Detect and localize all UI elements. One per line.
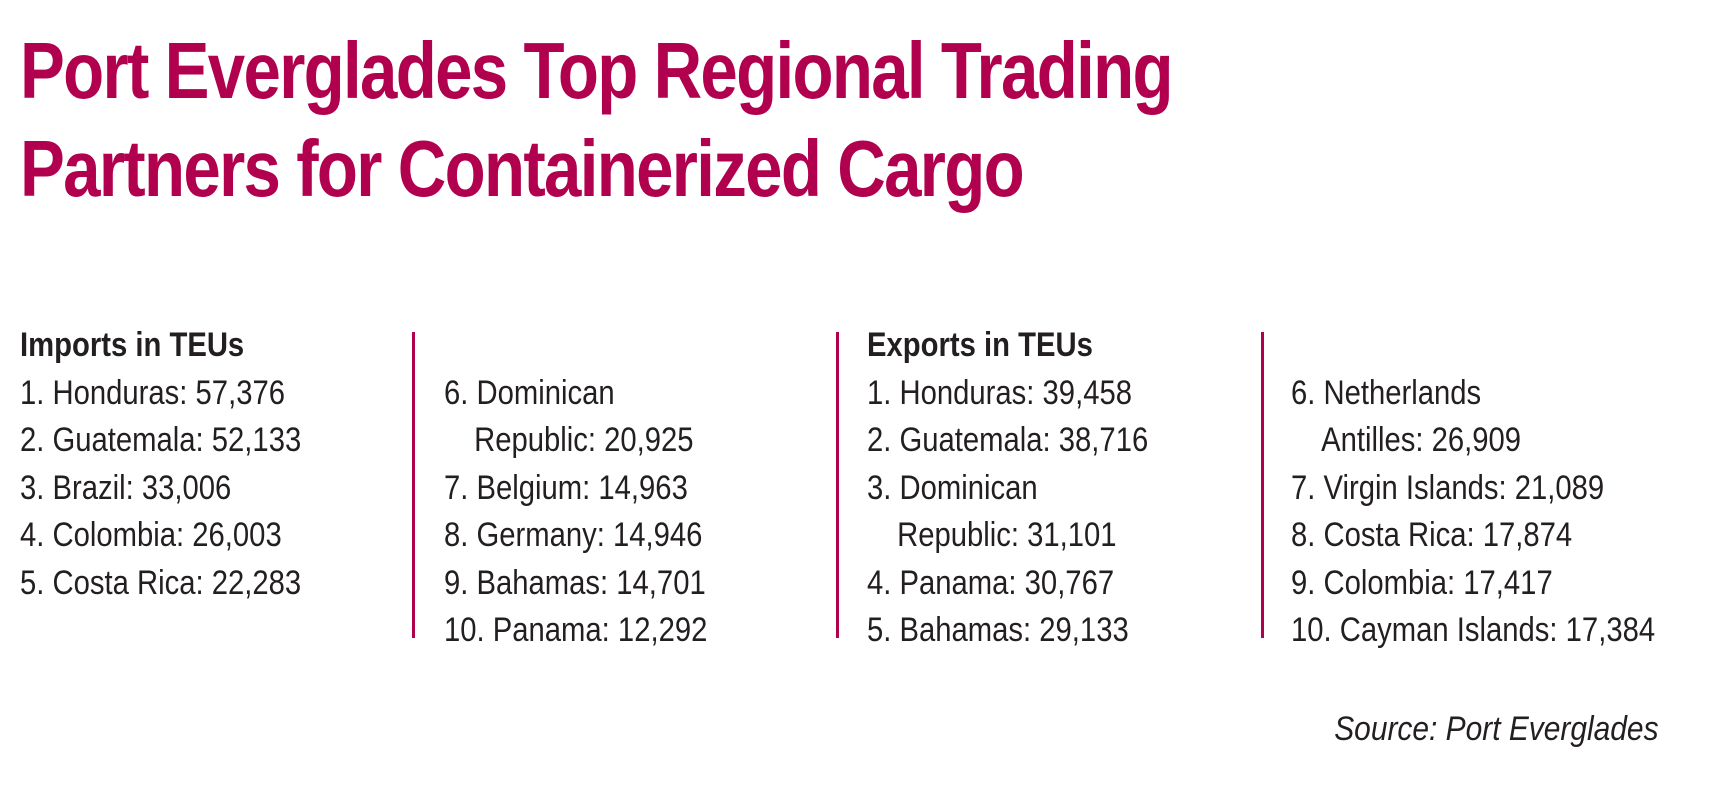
list-item: 10. Panama: 12,292 — [444, 611, 708, 649]
list-item: 1. Honduras: 57,376 — [20, 373, 285, 412]
list-item: 5. Bahamas: 29,133 — [867, 611, 1129, 649]
list-item: 1. Honduras: 39,458 — [867, 373, 1132, 412]
list-item: 3. Brazil: 33,006 — [20, 468, 232, 507]
exports-heading: Exports in TEUs — [867, 326, 1093, 364]
title-line-1: Port Everglades Top Regional Trading — [20, 26, 1173, 115]
list-item: 7. Belgium: 14,963 — [444, 468, 688, 507]
list-item-continued: Republic: 20,925 — [474, 421, 694, 459]
list-item: 8. Germany: 14,946 — [444, 516, 703, 554]
list-item: 3. Dominican — [867, 468, 1038, 507]
exports-column-2: 6. Netherlands Antilles: 26,909 7. Virgi… — [1291, 322, 1714, 655]
column-divider — [836, 332, 839, 638]
page-title: Port Everglades Top Regional Trading Par… — [20, 22, 1173, 218]
list-item: 10. Cayman Islands: 17,384 — [1291, 611, 1656, 649]
list-item: 4. Panama: 30,767 — [867, 563, 1115, 602]
list-item-continued: Republic: 31,101 — [897, 516, 1117, 554]
title-line-2: Partners for Containerized Cargo — [20, 124, 1025, 213]
list-item: 2. Guatemala: 52,133 — [20, 421, 302, 459]
list-item: 6. Netherlands — [1291, 373, 1482, 412]
list-item: 8. Costa Rica: 17,874 — [1291, 516, 1573, 554]
list-item: 2. Guatemala: 38,716 — [867, 421, 1149, 459]
column-divider — [1261, 332, 1264, 638]
column-divider — [412, 332, 415, 638]
list-item: 9. Bahamas: 14,701 — [444, 563, 706, 602]
list-item: 6. Dominican — [444, 373, 615, 412]
list-item: 7. Virgin Islands: 21,089 — [1291, 468, 1605, 507]
list-item-continued: Antilles: 26,909 — [1321, 421, 1522, 459]
source-credit: Source: Port Everglades — [1334, 710, 1659, 748]
imports-column-1: Imports in TEUs 1. Honduras: 57,376 2. G… — [20, 322, 347, 607]
imports-heading: Imports in TEUs — [20, 326, 245, 364]
exports-column-1: Exports in TEUs 1. Honduras: 39,458 2. G… — [867, 322, 1194, 655]
list-item: 5. Costa Rica: 22,283 — [20, 563, 302, 602]
imports-column-2: 6. Dominican Republic: 20,925 7. Belgium… — [444, 322, 750, 655]
list-item: 4. Colombia: 26,003 — [20, 516, 282, 554]
list-item: 9. Colombia: 17,417 — [1291, 563, 1553, 602]
